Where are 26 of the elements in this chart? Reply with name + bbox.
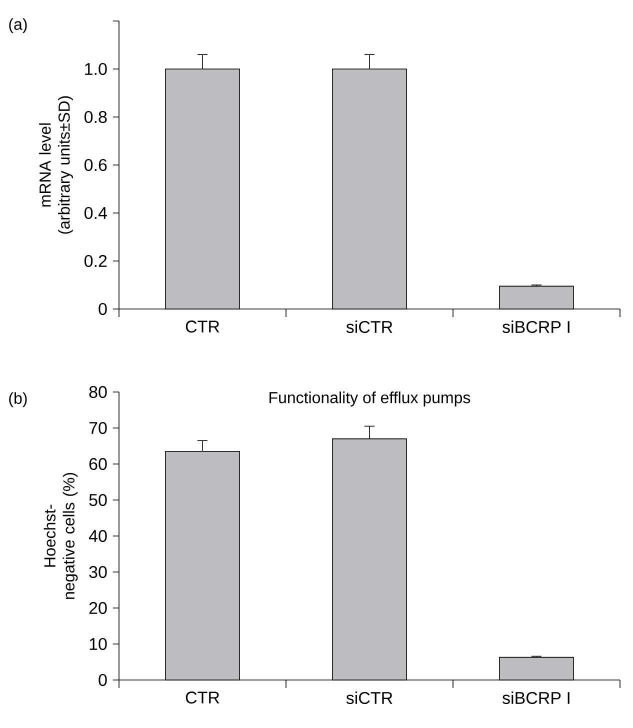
x-tick-label: CTR: [186, 692, 220, 704]
text: (b): [9, 392, 27, 408]
text: (a): [9, 18, 27, 34]
y-tick-label: 1.0: [85, 62, 107, 76]
y-tick-label: 60: [89, 458, 107, 470]
y-tick-label: 30: [89, 566, 107, 578]
y-tick-label: 0: [98, 674, 107, 686]
x-tick-label: siCTR: [346, 692, 392, 704]
x-tick-label: siBCRP I: [502, 320, 570, 334]
y-tick-label: 80: [89, 386, 107, 398]
y-tick-label: 0.2: [84, 254, 107, 268]
x-tick-label: siBCRP I: [502, 692, 570, 704]
y-axis-title: mRNA level (arbitrary units±SD): [39, 96, 73, 234]
y-tick-label: 50: [89, 494, 107, 506]
x-tick-label: CTR: [186, 320, 220, 333]
y-tick-label: 0.4: [84, 206, 107, 220]
y-tick-label: 0.6: [84, 158, 107, 172]
y-tick-label: 70: [89, 422, 107, 434]
chart-title: Functionality of efflux pumps: [270, 392, 470, 406]
y-tick-label: 40: [88, 530, 107, 542]
y-axis-title: Hoechst-negative cells (%): [44, 473, 78, 599]
y-tick-label: 10: [90, 638, 107, 650]
y-tick-label: 0: [98, 302, 107, 316]
y-tick-label: 20: [89, 602, 107, 614]
y-tick-label: 0.8: [84, 110, 107, 124]
x-tick-label: siCTR: [346, 320, 392, 334]
